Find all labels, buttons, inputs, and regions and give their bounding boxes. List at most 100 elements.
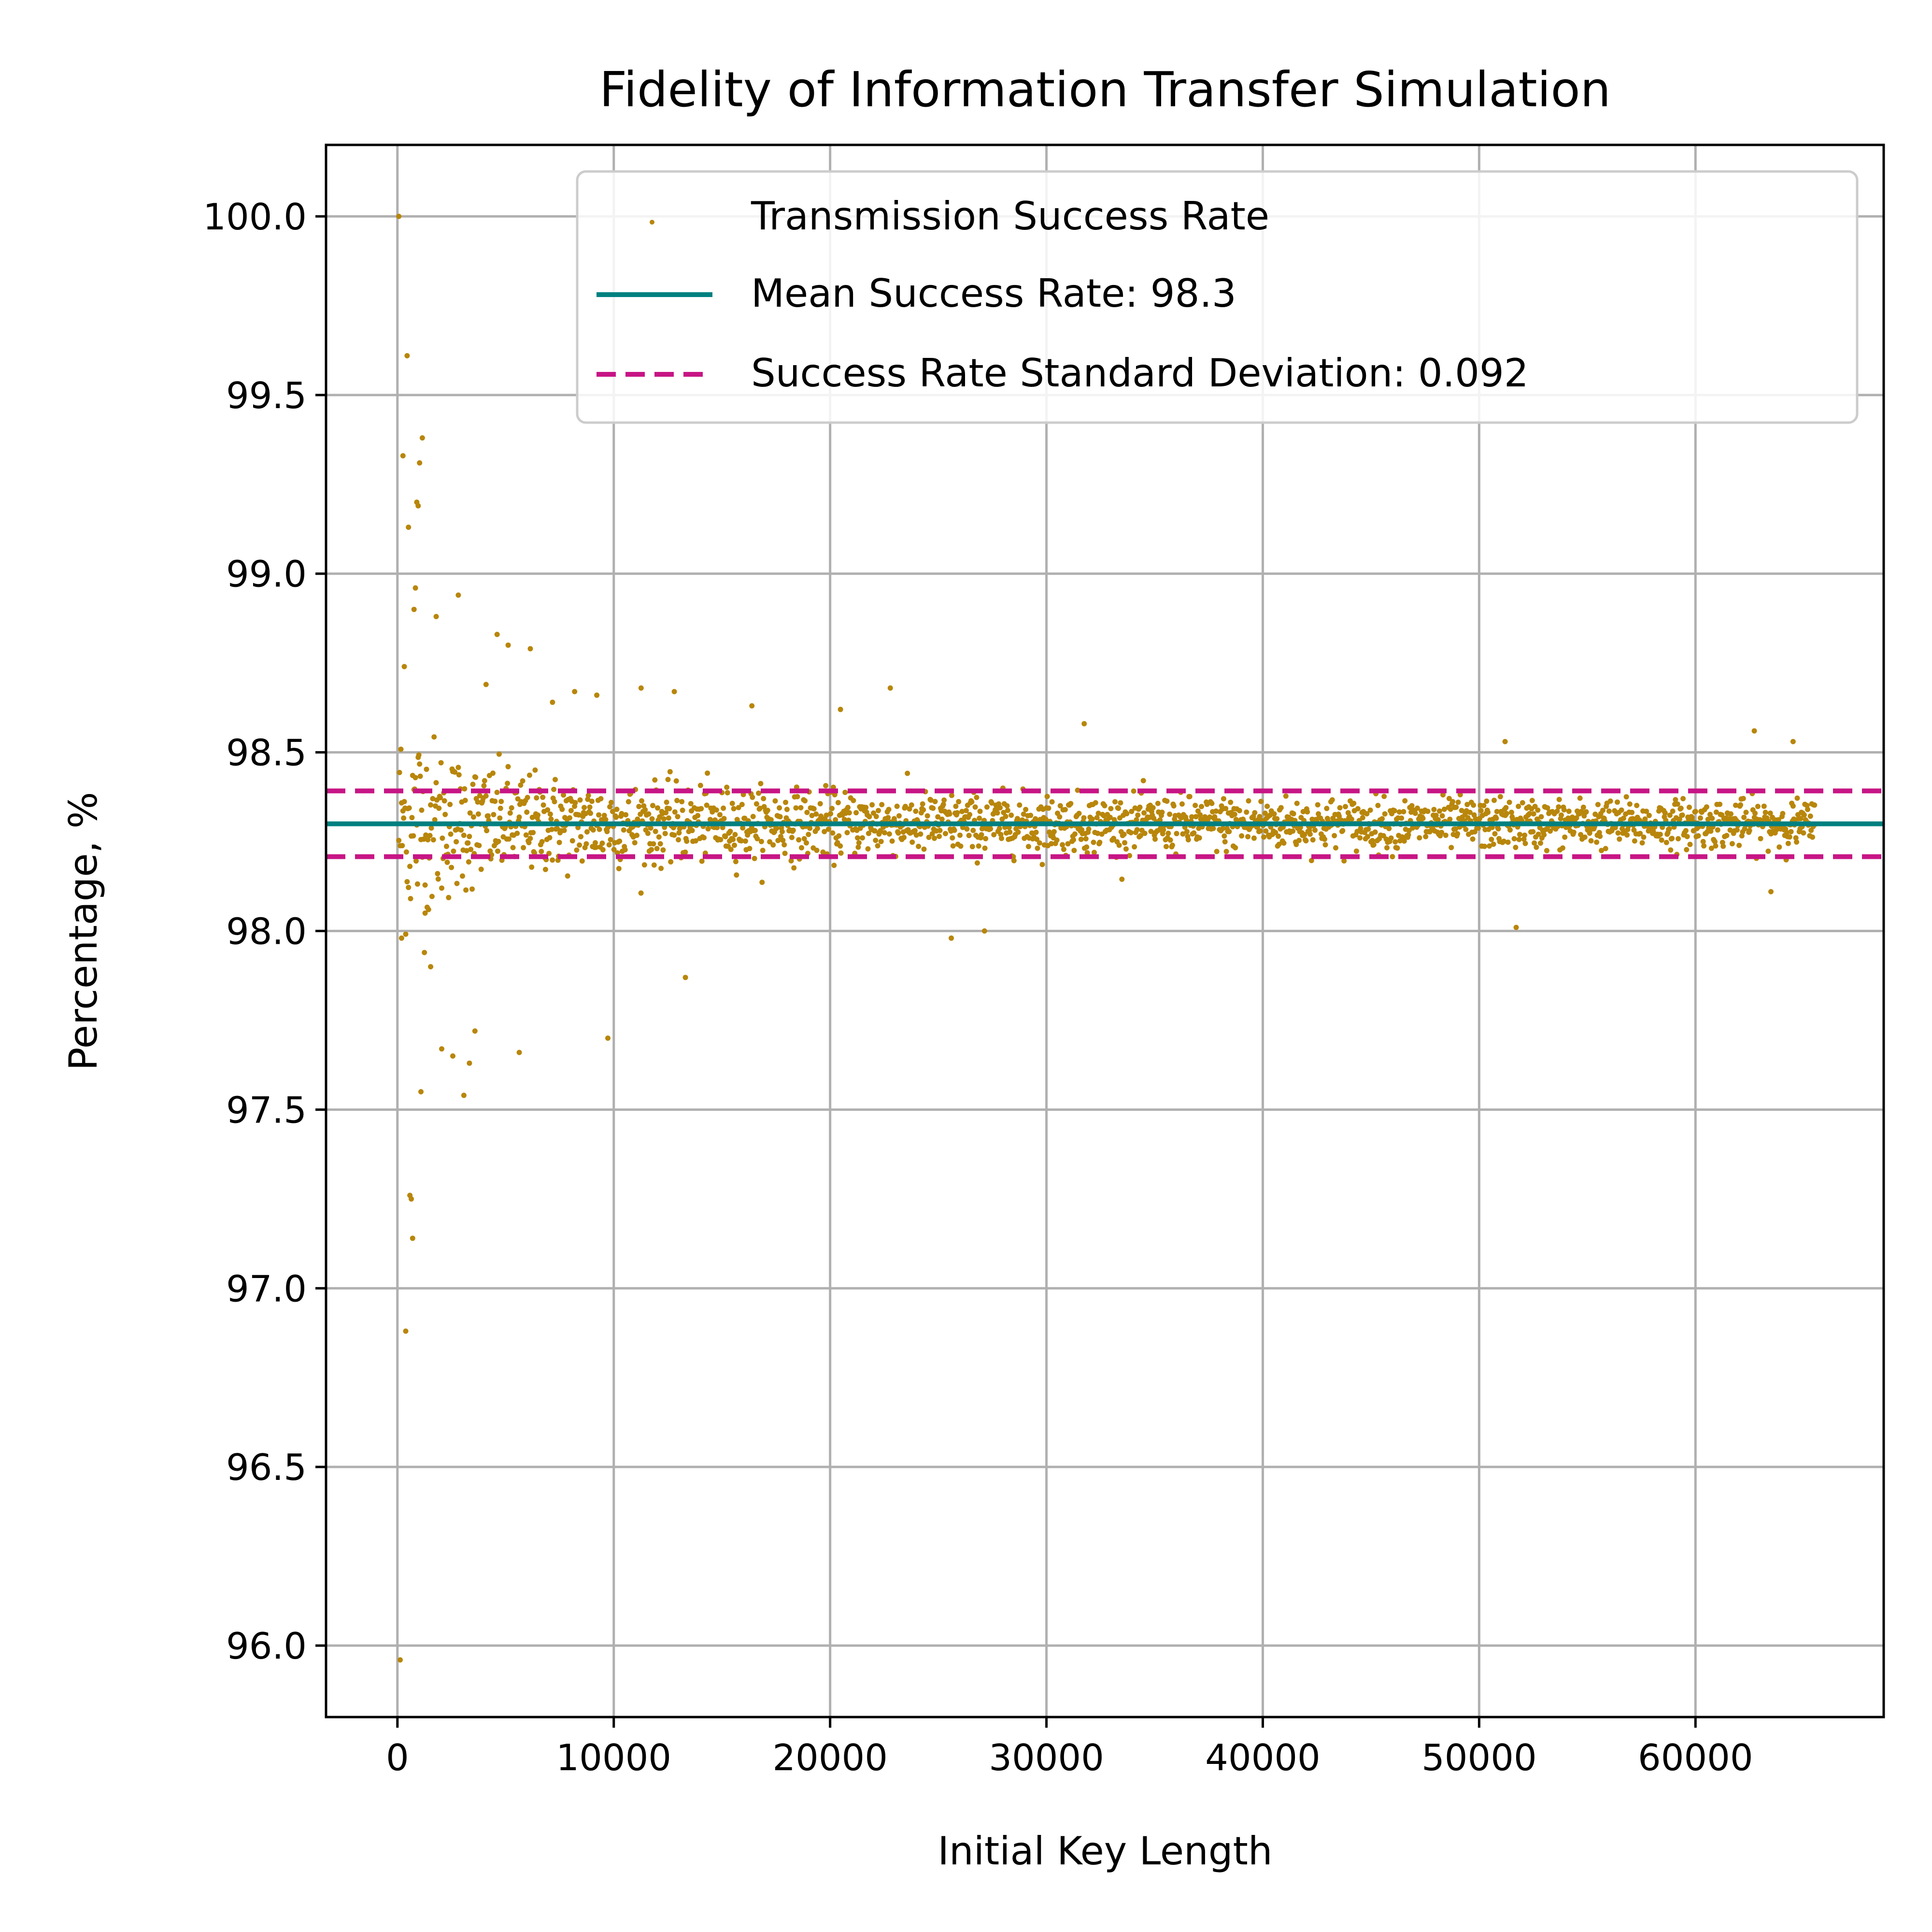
scatter-point xyxy=(428,964,434,969)
scatter-point xyxy=(483,682,489,687)
scatter-point xyxy=(1620,815,1626,821)
scatter-point xyxy=(1804,803,1810,809)
scatter-point xyxy=(1780,810,1786,816)
y-tick-label: 99.0 xyxy=(226,553,307,596)
scatter-point xyxy=(1401,838,1407,844)
scatter-point xyxy=(1332,833,1337,838)
scatter-point xyxy=(1134,817,1139,823)
scatter-point xyxy=(1043,816,1049,822)
scatter-point xyxy=(540,802,546,808)
scatter-point xyxy=(569,838,575,844)
scatter-point xyxy=(532,767,538,773)
scatter-point xyxy=(1476,825,1481,831)
scatter-point xyxy=(713,807,719,813)
scatter-point xyxy=(521,845,526,851)
scatter-point xyxy=(1708,845,1714,851)
scatter-point xyxy=(417,460,423,466)
scatter-point xyxy=(1402,798,1408,804)
scatter-point xyxy=(436,805,442,811)
scatter-point xyxy=(757,806,763,811)
scatter-point xyxy=(492,798,498,804)
scatter-point xyxy=(411,607,417,612)
scatter-point xyxy=(650,803,655,809)
scatter-point xyxy=(929,831,935,837)
scatter-point xyxy=(1281,840,1287,846)
scatter-point xyxy=(409,1196,414,1202)
scatter-point xyxy=(731,806,737,811)
scatter-point xyxy=(1044,794,1050,799)
scatter-point xyxy=(1307,831,1313,837)
scatter-point xyxy=(958,843,964,849)
scatter-point xyxy=(996,825,1002,831)
scatter-point xyxy=(417,761,423,767)
scatter-point xyxy=(972,804,978,810)
scatter-point xyxy=(770,842,776,848)
scatter-point xyxy=(1449,845,1454,851)
scatter-point xyxy=(1081,721,1087,726)
scatter-point xyxy=(977,809,983,814)
scatter-point xyxy=(1463,826,1469,832)
scatter-point xyxy=(1007,829,1013,835)
scatter-point xyxy=(863,805,869,810)
scatter-point xyxy=(401,799,407,805)
scatter-point xyxy=(1390,854,1395,860)
scatter-point xyxy=(651,841,656,847)
scatter-point xyxy=(970,827,976,833)
scatter-point xyxy=(1794,839,1800,845)
scatter-point xyxy=(1097,839,1103,845)
scatter-point xyxy=(729,800,735,806)
scatter-point xyxy=(1527,811,1533,817)
scatter-point xyxy=(754,836,760,841)
scatter-point xyxy=(578,834,583,839)
scatter-point xyxy=(804,810,810,815)
scatter-point xyxy=(638,890,644,896)
scatter-point xyxy=(412,775,418,781)
scatter-point xyxy=(660,847,666,853)
scatter-point xyxy=(1415,805,1420,811)
scatter-point xyxy=(1707,811,1713,817)
scatter-point xyxy=(1538,840,1543,846)
scatter-point xyxy=(1290,828,1296,834)
scatter-point xyxy=(1118,800,1123,806)
scatter-point xyxy=(851,797,856,803)
scatter-point xyxy=(1484,798,1490,804)
scatter-point xyxy=(1687,841,1693,847)
scatter-point xyxy=(950,843,956,849)
scatter-point xyxy=(1034,837,1040,842)
scatter-point xyxy=(448,831,454,837)
scatter-point xyxy=(439,1046,444,1052)
scatter-point xyxy=(1062,807,1068,812)
scatter-point xyxy=(412,585,418,591)
scatter-point xyxy=(1559,812,1564,818)
scatter-point xyxy=(886,831,892,837)
scatter-point xyxy=(1615,799,1620,805)
scatter-point xyxy=(1582,834,1588,840)
scatter-point xyxy=(750,795,755,800)
y-tick-label: 100.0 xyxy=(203,196,307,238)
scatter-point xyxy=(928,797,934,803)
scatter-point xyxy=(1448,807,1453,812)
scatter-point xyxy=(1263,828,1269,834)
scatter-point xyxy=(732,832,738,838)
scatter-point xyxy=(1340,828,1346,834)
scatter-point xyxy=(426,907,431,912)
scatter-point xyxy=(701,835,707,840)
scatter-point xyxy=(736,805,741,810)
scatter-point xyxy=(1755,804,1761,810)
scatter-point xyxy=(539,849,544,854)
scatter-point xyxy=(1535,807,1541,813)
scatter-point xyxy=(838,707,843,712)
scatter-point xyxy=(454,839,459,845)
scatter-point xyxy=(823,783,829,789)
scatter-point xyxy=(439,885,444,891)
scatter-point xyxy=(1220,825,1226,831)
scatter-point xyxy=(1305,809,1310,815)
scatter-point xyxy=(1278,805,1284,810)
scatter-point xyxy=(1187,794,1193,799)
scatter-point xyxy=(779,829,785,835)
scatter-point xyxy=(1606,808,1612,814)
scatter-point xyxy=(442,811,448,817)
scatter-point xyxy=(1017,802,1023,808)
scatter-point xyxy=(587,804,593,810)
scatter-point xyxy=(777,805,782,811)
